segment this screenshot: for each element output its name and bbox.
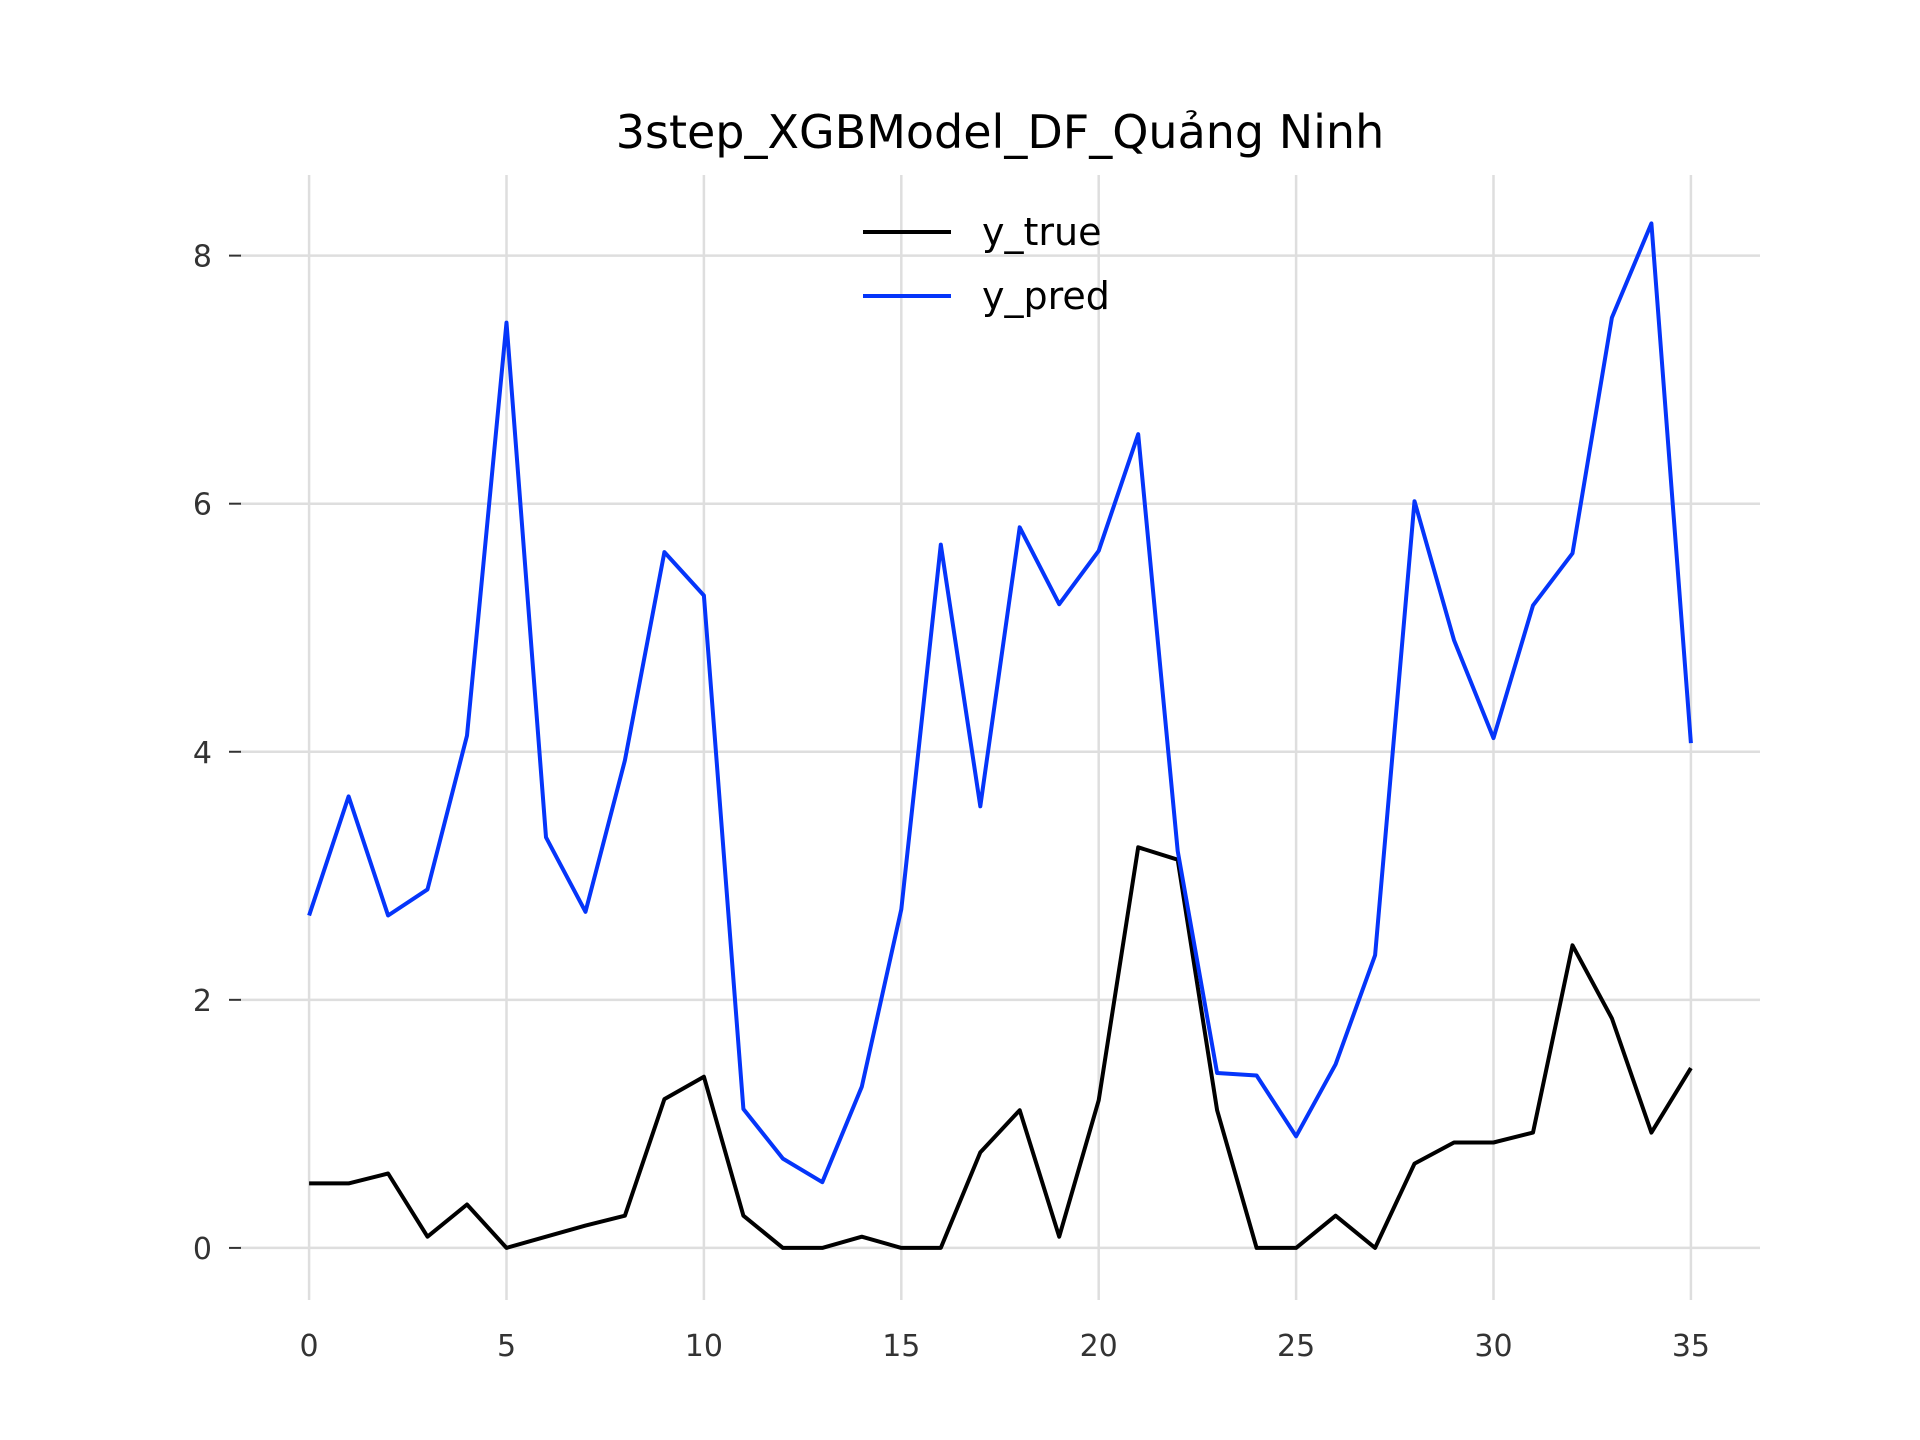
legend-label-y-true: y_true: [982, 210, 1101, 254]
series-lines: [307, 221, 1693, 1250]
chart-title: 3step_XGBModel_DF_Quảng Ninh: [616, 105, 1385, 159]
x-tick-label: 20: [1080, 1329, 1118, 1364]
y-tick-label: 6: [193, 488, 212, 523]
legend: y_true y_pred: [863, 210, 1110, 318]
x-tick-label: 35: [1672, 1329, 1710, 1364]
series-line-y-true: [309, 845, 1693, 1250]
y-tick-label: 4: [193, 736, 212, 771]
series-line-y-pred: [307, 221, 1693, 1185]
x-tick-label: 15: [882, 1329, 920, 1364]
x-tick-label: 0: [300, 1329, 319, 1364]
x-tick-label: 25: [1277, 1329, 1315, 1364]
x-tick-label: 30: [1474, 1329, 1512, 1364]
grid: [240, 175, 1760, 1300]
axis-ticks: 0 5 10 15 20 25 30 35 0 2 4 6 8: [193, 240, 1710, 1364]
x-tick-label: 5: [497, 1329, 516, 1364]
y-tick-label: 0: [193, 1232, 212, 1267]
y-tick-label: 8: [193, 240, 212, 275]
x-tick-label: 10: [685, 1329, 723, 1364]
legend-label-y-pred: y_pred: [982, 274, 1110, 318]
y-tick-label: 2: [193, 984, 212, 1019]
